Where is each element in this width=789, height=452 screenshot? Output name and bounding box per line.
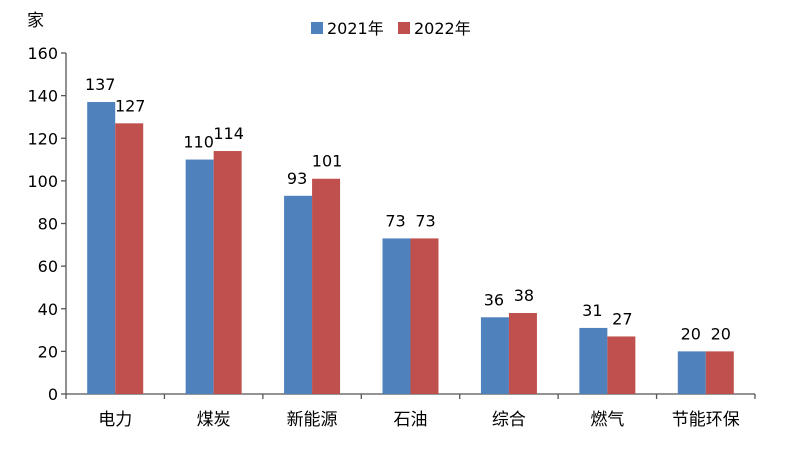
x-axis-ticks: 电力 煤炭 新能源 石油 综合 燃气 节能环保 [65,394,756,430]
y-tick-label: 100 [27,172,58,191]
x-tick-label: 新能源 [287,410,338,430]
data-label: 27 [612,309,632,328]
bars [87,102,734,395]
legend-label: 2021年 [327,19,384,38]
data-label: 127 [115,96,146,115]
bar-2021年-新能源 [284,195,313,394]
y-tick-label: 20 [38,342,58,361]
data-label: 38 [514,286,534,305]
x-tick-label: 节能环保 [672,410,740,430]
data-label: 20 [681,324,701,343]
data-labels: 137 127 110 114 93 101 73 73 36 38 31 27 20 20 [85,75,731,343]
bar-2021年-煤炭 [185,159,214,394]
data-label: 93 [287,169,307,188]
legend-label: 2022年 [414,19,471,38]
bar-2022年-煤炭 [213,151,242,394]
data-label: 20 [711,324,731,343]
y-tick-label: 120 [27,129,58,148]
y-tick-label: 40 [38,300,58,319]
data-label: 101 [312,152,343,171]
y-tick-label: 140 [27,87,58,106]
y-axis-unit-label: 家 [27,11,44,31]
legend-swatch [311,22,323,34]
x-tick-label: 燃气 [590,410,624,430]
data-label: 137 [85,75,116,94]
data-label: 110 [183,133,214,152]
bar-2022年-石油 [410,238,439,394]
bar-2021年-综合 [480,317,509,394]
x-tick-label: 煤炭 [197,410,231,430]
bar-2022年-电力 [115,123,144,395]
y-axis-ticks: 0 20 40 60 80 100 120 140 160 [27,44,66,404]
y-tick-label: 60 [38,257,58,276]
x-tick-label: 石油 [394,410,428,430]
x-tick-label: 电力 [98,410,132,430]
bar-2022年-节能环保 [705,351,734,394]
data-label: 36 [484,290,504,309]
legend: 2021年 2022年 [311,19,471,38]
data-label: 114 [213,124,244,143]
y-tick-label: 80 [38,215,58,234]
x-tick-label: 综合 [492,410,526,430]
y-tick-label: 160 [27,44,58,63]
bar-2021年-石油 [382,238,411,394]
data-label: 73 [415,211,435,230]
bar-2021年-电力 [87,102,116,395]
legend-swatch [398,22,410,34]
bar-2022年-综合 [508,313,537,394]
bar-2021年-节能环保 [677,351,706,394]
data-label: 73 [385,211,405,230]
bar-2022年-燃气 [607,336,636,394]
bar-2022年-新能源 [312,178,341,394]
data-label: 31 [582,301,602,320]
y-tick-label: 0 [48,385,58,404]
bar-2021年-燃气 [579,327,608,394]
